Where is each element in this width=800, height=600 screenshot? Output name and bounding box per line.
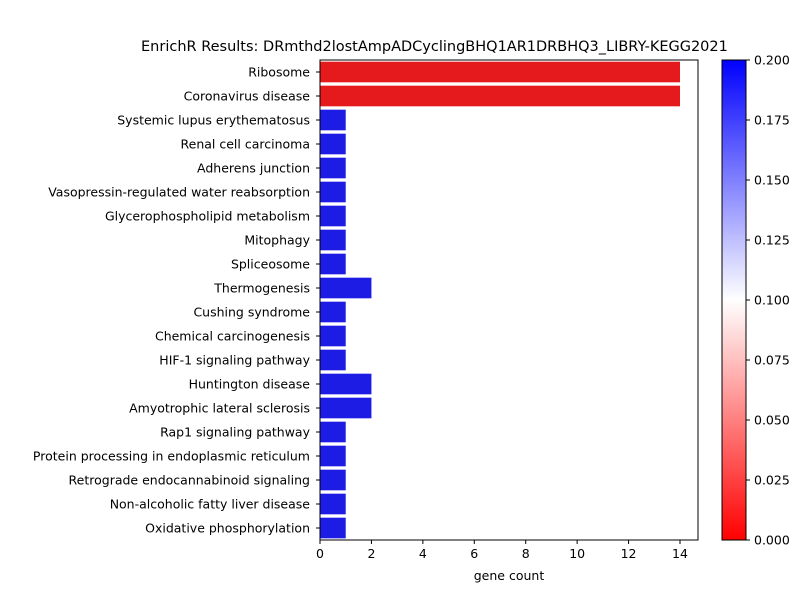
y-tick-label: Spliceosome: [231, 257, 310, 272]
y-tick-label: Amyotrophic lateral sclerosis: [129, 401, 310, 416]
y-tick-label: Huntington disease: [189, 377, 311, 392]
bar: [320, 229, 346, 251]
bar: [320, 373, 372, 395]
y-tick-label: Systemic lupus erythematosus: [117, 113, 310, 128]
y-tick-label: Glycerophospholipid metabolism: [105, 209, 310, 224]
y-tick-label: Protein processing in endoplasmic reticu…: [33, 449, 310, 464]
y-tick-label: HIF-1 signaling pathway: [159, 353, 310, 368]
bar: [320, 493, 346, 515]
bar: [320, 277, 372, 299]
y-tick-label: Retrograde endocannabinoid signaling: [69, 473, 310, 488]
bar: [320, 517, 346, 539]
colorbar-tick-label: 0.150: [754, 173, 790, 188]
chart-title: EnrichR Results: DRmthd2lostAmpADCycling…: [141, 39, 728, 55]
colorbar-tick-label: 0.025: [754, 473, 790, 488]
colorbar-tick-label: 0.050: [754, 413, 790, 428]
bar: [320, 253, 346, 275]
bar: [320, 133, 346, 155]
colorbar-gradient: [721, 59, 747, 541]
y-tick-label: Mitophagy: [244, 233, 310, 248]
x-axis-label: gene count: [474, 568, 545, 583]
y-tick-labels: Ribosome Coronavirus disease Systemic lupu…: [33, 65, 320, 536]
bar: [320, 421, 346, 443]
colorbar-tick-label: 0.100: [754, 293, 790, 308]
colorbar-tick-label: 0.125: [754, 233, 790, 248]
y-tick-label: Rap1 signaling pathway: [160, 425, 311, 440]
y-tick-label: Coronavirus disease: [184, 89, 311, 104]
y-tick-label: Non-alcoholic fatty liver disease: [110, 497, 311, 512]
y-tick-label: Chemical carcinogenesis: [155, 329, 310, 344]
y-tick-label: Ribosome: [248, 65, 310, 80]
bar-group: [320, 61, 680, 539]
bar: [320, 157, 346, 179]
x-tick-label: 14: [672, 546, 688, 561]
y-tick-label: Oxidative phosphorylation: [145, 521, 310, 536]
bar: [320, 325, 346, 347]
x-tick-label: 8: [522, 546, 530, 561]
x-tick-label: 0: [316, 546, 324, 561]
bar: [320, 205, 346, 227]
x-tick-label: 12: [621, 546, 637, 561]
x-tick-label: 6: [470, 546, 478, 561]
colorbar-tick-label: 0.000: [754, 533, 790, 548]
bar: [320, 85, 680, 107]
y-tick-label: Thermogenesis: [213, 281, 310, 296]
colorbar-tick-label: 0.175: [754, 113, 790, 128]
y-tick-label: Cushing syndrome: [193, 305, 310, 320]
bar: [320, 469, 346, 491]
plot-frame: [319, 59, 699, 541]
bar: [320, 181, 346, 203]
bar: [320, 445, 346, 467]
colorbar: 0.000 0.025 0.050 0.075 0.100 0.125 0.150 0.175…: [721, 53, 790, 548]
y-tick-label: Adherens junction: [197, 161, 310, 176]
x-axis-ticks: 0 2 4 6 8 10 12 14: [316, 540, 688, 561]
y-tick-label: Renal cell carcinoma: [181, 137, 310, 152]
colorbar-tick-label: 0.200: [754, 53, 790, 68]
x-tick-label: 2: [367, 546, 375, 561]
bar: [320, 301, 346, 323]
y-tick-label: Vasopressin-regulated water reabsorption: [48, 185, 310, 200]
bar: [320, 349, 346, 371]
x-tick-label: 4: [419, 546, 427, 561]
bar: [320, 109, 346, 131]
colorbar-ticks: 0.000 0.025 0.050 0.075 0.100 0.125 0.150 0.175…: [746, 53, 790, 548]
x-tick-label: 10: [569, 546, 585, 561]
bar: [320, 397, 372, 419]
colorbar-tick-label: 0.075: [754, 353, 790, 368]
bar: [320, 61, 680, 83]
